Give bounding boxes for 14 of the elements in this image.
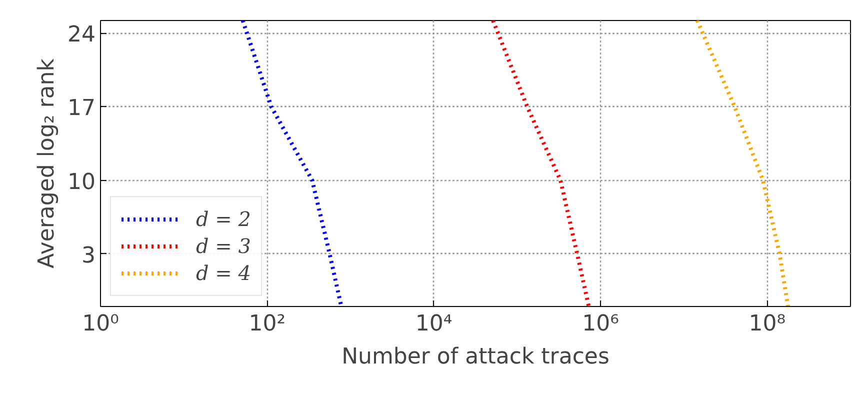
legend-label: d = 3	[196, 234, 251, 258]
legend-label: d = 2	[196, 207, 251, 231]
y-tick-label: 10	[68, 170, 96, 195]
x-tick-label: 10⁰	[82, 312, 120, 336]
y-tick-label: 24	[68, 22, 96, 48]
x-tick-label: 10²	[248, 312, 286, 336]
x-tick-label: 10⁶	[582, 312, 620, 336]
x-tick-label: 10⁸	[748, 312, 786, 336]
y-tick-label: 17	[68, 96, 96, 122]
y-tick-label: 3	[82, 243, 96, 268]
x-tick-label: 10⁴	[415, 312, 452, 336]
legend-label: d = 4	[196, 261, 251, 285]
x-axis-title: Number of attack traces	[342, 344, 610, 370]
y-axis-title: Averaged log₂ rank	[34, 58, 60, 268]
